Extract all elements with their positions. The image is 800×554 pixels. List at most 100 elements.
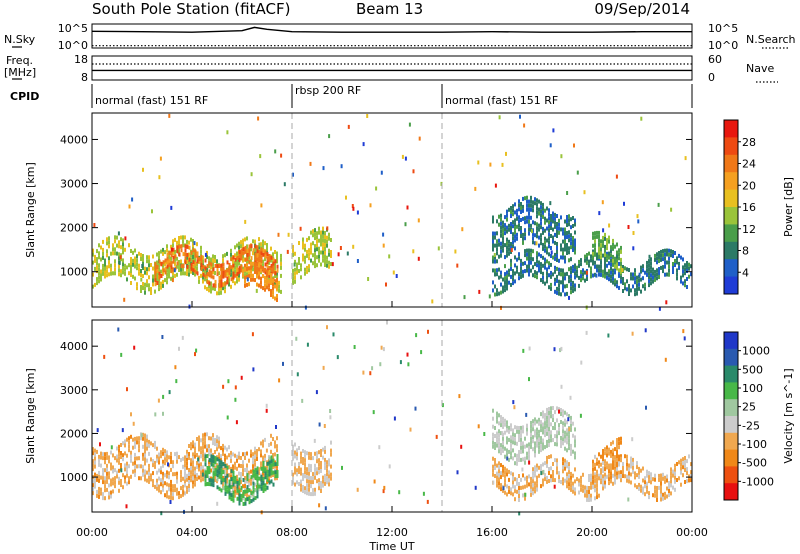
heatmap-cell xyxy=(260,284,262,289)
heatmap-cell xyxy=(528,346,531,351)
heatmap-cell xyxy=(540,270,542,275)
heatmap-cell xyxy=(596,256,598,261)
heatmap-cell xyxy=(520,477,522,482)
heatmap-cell xyxy=(256,466,259,471)
heatmap-cell xyxy=(690,264,692,269)
heatmap-cell xyxy=(616,462,618,466)
heatmap-cell xyxy=(612,473,614,478)
heatmap-cell xyxy=(172,255,175,260)
heatmap-cell xyxy=(192,444,194,449)
heatmap-cell xyxy=(148,451,150,456)
heatmap-cell xyxy=(526,248,528,253)
heatmap-cell xyxy=(246,282,248,287)
heatmap-cell xyxy=(628,475,630,480)
y-tick-label: 4000 xyxy=(60,133,88,146)
heatmap-cell xyxy=(522,236,524,241)
heatmap-cell xyxy=(690,474,692,479)
heatmap-cell xyxy=(216,485,219,490)
heatmap-cell xyxy=(232,267,234,272)
heatmap-cell xyxy=(504,430,506,435)
heatmap-cell xyxy=(242,238,244,243)
heatmap-cell xyxy=(160,269,162,274)
heatmap-cell xyxy=(540,201,542,206)
heatmap-cell xyxy=(136,282,138,287)
heatmap-cell xyxy=(514,497,516,502)
heatmap-cell xyxy=(477,160,480,165)
heatmap-cell xyxy=(526,252,528,257)
heatmap-cell xyxy=(622,265,624,269)
heatmap-cell xyxy=(244,267,246,272)
heatmap-cell xyxy=(224,289,226,294)
heatmap-cell xyxy=(560,215,562,220)
heatmap-cell xyxy=(256,494,259,499)
heatmap-cell xyxy=(170,244,172,249)
heatmap-cell xyxy=(98,462,100,467)
heatmap-cell xyxy=(170,467,172,472)
heatmap-cell xyxy=(650,265,652,270)
heatmap-cell xyxy=(556,266,558,271)
heatmap-cell xyxy=(356,487,359,492)
heatmap-cell xyxy=(184,455,186,460)
heatmap-cell xyxy=(530,492,532,497)
heatmap-cell xyxy=(168,487,170,492)
heatmap-cell xyxy=(184,235,186,240)
heatmap-cell xyxy=(596,252,598,257)
heatmap-cell xyxy=(248,496,251,501)
heatmap-cell xyxy=(612,456,614,461)
heatmap-cell xyxy=(304,470,306,475)
heatmap-cell xyxy=(508,437,510,442)
heatmap-cell xyxy=(100,475,102,480)
heatmap-cell xyxy=(412,249,415,254)
heatmap-cell xyxy=(259,154,262,159)
heatmap-cell xyxy=(204,266,207,271)
heatmap-cell xyxy=(524,444,526,449)
heatmap-cell xyxy=(174,488,176,493)
heatmap-cell xyxy=(170,205,173,210)
heatmap-cell xyxy=(622,281,624,285)
heatmap-cell xyxy=(624,286,626,291)
heatmap-cell xyxy=(198,435,200,440)
heatmap-cell xyxy=(318,238,320,243)
heatmap-cell xyxy=(156,269,159,273)
heatmap-cell xyxy=(180,478,182,483)
heatmap-cell xyxy=(504,470,506,475)
heatmap-cell xyxy=(546,419,548,424)
heatmap-cell xyxy=(638,470,640,475)
heatmap-cell xyxy=(601,200,604,205)
heatmap-cell xyxy=(536,263,538,268)
heatmap-cell xyxy=(174,261,176,266)
heatmap-cell xyxy=(126,469,128,474)
heatmap-cell xyxy=(202,445,204,450)
heatmap-cell xyxy=(166,256,169,261)
heatmap-cell xyxy=(602,253,604,258)
heatmap-cell xyxy=(120,245,122,250)
heatmap-cell xyxy=(534,485,536,490)
heatmap-cell xyxy=(188,472,190,476)
heatmap-cell xyxy=(108,244,110,249)
heatmap-cell xyxy=(116,474,118,479)
heatmap-cell xyxy=(196,461,198,465)
heatmap-cell xyxy=(506,484,508,489)
heatmap-cell xyxy=(508,251,510,256)
heatmap-cell xyxy=(506,424,508,429)
heatmap-cell xyxy=(314,256,316,261)
heatmap-cell xyxy=(312,488,314,493)
heatmap-cell xyxy=(170,479,172,484)
heatmap-cell xyxy=(106,467,108,472)
heatmap-cell xyxy=(548,427,550,431)
heatmap-cell xyxy=(570,225,572,230)
heatmap-cell xyxy=(194,261,197,266)
heatmap-cell xyxy=(556,274,558,279)
heatmap-cell xyxy=(554,232,556,237)
heatmap-cell xyxy=(580,483,582,488)
heatmap-cell xyxy=(548,411,550,415)
heatmap-cell xyxy=(608,261,610,266)
heatmap-cell xyxy=(660,481,662,486)
heatmap-cell xyxy=(234,253,236,258)
heatmap-cell xyxy=(132,469,134,474)
heatmap-cell xyxy=(688,274,690,279)
heatmap-cell xyxy=(224,491,227,496)
heatmap-cell xyxy=(298,241,300,245)
heatmap-cell xyxy=(570,471,572,476)
colorbar-tick-label: 1000 xyxy=(742,345,770,358)
